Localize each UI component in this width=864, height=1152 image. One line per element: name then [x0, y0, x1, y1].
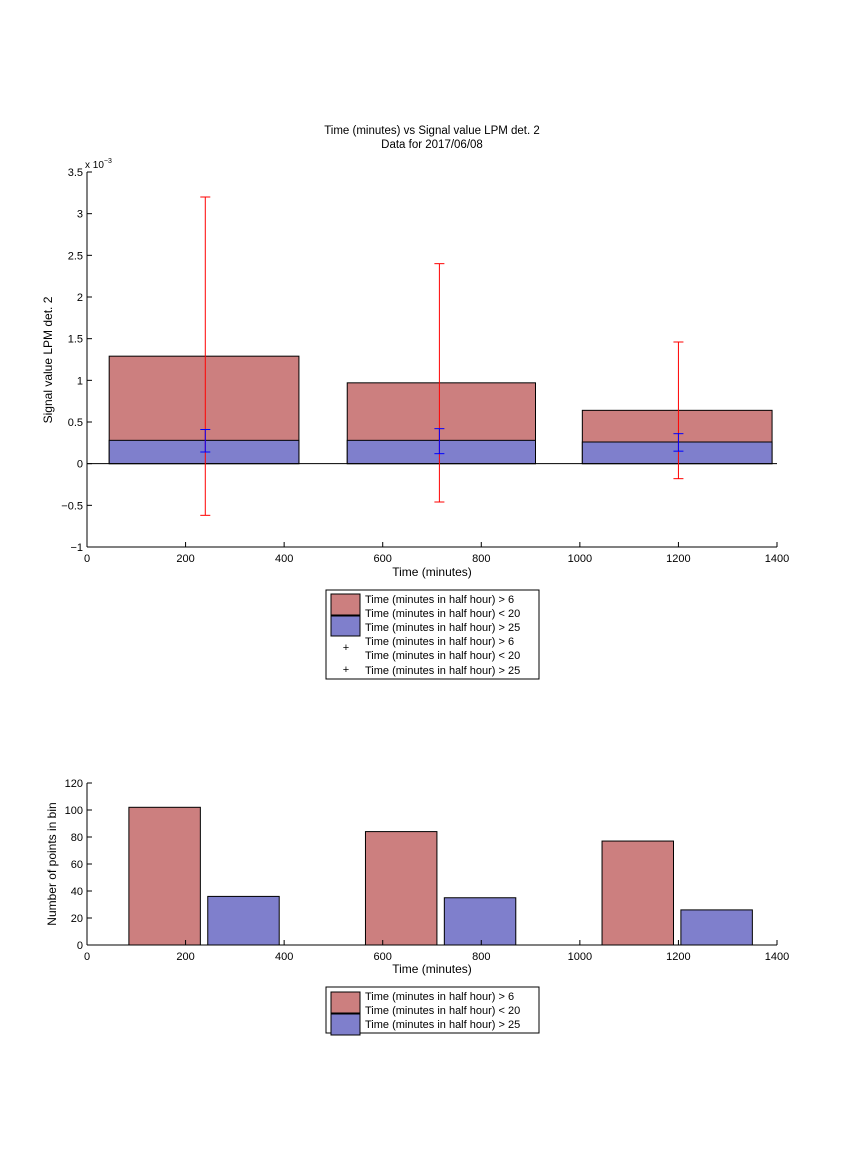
chart-1-x-tick-label: 1200 [666, 553, 690, 565]
chart-2-y-tick-label: 100 [65, 805, 83, 817]
chart-2-legend-patch-1-label-b: Time (minutes in half hour) < 20 [365, 1005, 520, 1017]
chart-1-legend-patch-1-label-b: Time (minutes in half hour) < 20 [365, 608, 520, 620]
chart-2-legend-patch-2-label: Time (minutes in half hour) > 25 [365, 1019, 520, 1031]
chart-2-y-tick-label: 40 [71, 886, 83, 898]
chart-1-exponent-power: −3 [104, 158, 112, 165]
chart-2-bar-series-2 [443, 897, 517, 946]
chart-1-legend-marker-1: + [343, 642, 349, 654]
chart-2-y-tick-label: 20 [71, 913, 83, 925]
chart-1-xlabel: Time (minutes) [392, 565, 472, 579]
chart-1-legend: Time (minutes in half hour) > 6 Time (mi… [325, 589, 540, 680]
chart-1-legend-patch-2-label: Time (minutes in half hour) > 25 [365, 622, 520, 634]
chart-1-axes [86, 172, 777, 548]
chart-1-x-tick-label: 0 [84, 553, 90, 565]
chart-1-x-tick-label: 200 [176, 553, 194, 565]
chart-2-bar-series-1 [601, 840, 674, 946]
chart-1-exponent: x 10−3 [85, 158, 112, 171]
chart-2-legend-patch-1 [330, 991, 361, 1014]
chart-2-bar-series-1 [364, 831, 438, 946]
chart-2-y-tick-label: 80 [71, 832, 83, 844]
chart-2-bar-series-2 [680, 909, 753, 946]
chart-1-legend-marker-2: + [343, 664, 349, 676]
chart-1-y-tick-label: 0 [77, 459, 83, 471]
chart-1-y-tick-label: 2.5 [68, 250, 83, 262]
chart-1-errorbars [200, 196, 684, 516]
chart-1-exponent-base: x 10 [85, 160, 104, 171]
chart-2-x-tick-label: 1200 [666, 951, 690, 963]
chart-1-errorbar-series-1 [200, 196, 211, 516]
chart-2-legend-box [325, 986, 540, 1034]
chart-2-x-tick-label: 600 [374, 951, 392, 963]
chart-2-x-tick-label: 1400 [765, 951, 789, 963]
chart-1-legend-patch-2 [330, 615, 361, 637]
chart-1-y-tick-label: −1 [70, 542, 83, 554]
chart-1-y-tick-label: 0.5 [68, 417, 83, 429]
chart-1-y-tick-label: 3.5 [68, 167, 83, 179]
chart-1-y-tick-label: 1.5 [68, 334, 83, 346]
chart-1-ylabel: Signal value LPM det. 2 [41, 296, 55, 423]
chart-2-legend: Time (minutes in half hour) > 6 Time (mi… [325, 986, 540, 1036]
chart-1-bar-series-2 [581, 441, 773, 465]
chart-1-bars [108, 355, 773, 465]
chart-2: 0 200 400 600 800 1000 1200 1400 0 20 40 60 80 100 12… [45, 778, 789, 1036]
chart-1-y-tick-label: 3 [77, 209, 83, 221]
chart-1-subtitle: Data for 2017/06/08 [381, 139, 483, 151]
chart-1-y-tick-label: 2 [77, 292, 83, 304]
chart-2-xlabel: Time (minutes) [392, 962, 472, 976]
chart-1-y-ticks: −1 −0.5 0 0.5 1 1.5 2 2.5 3 3.5 [61, 167, 92, 554]
chart-2-x-ticks: 0 200 400 600 800 1000 1200 1400 [84, 940, 789, 963]
chart-2-bar-series-1 [128, 806, 201, 946]
chart-1-errorbar-series-2 [200, 429, 211, 453]
chart-1-legend-marker-1-label-b: Time (minutes in half hour) < 20 [365, 650, 520, 662]
chart-1-x-ticks: 0 200 400 600 800 1000 1200 1400 [84, 542, 789, 565]
chart-1-legend-box [325, 589, 540, 680]
chart-2-x-tick-label: 0 [84, 951, 90, 963]
chart-1-x-tick-label: 800 [472, 553, 490, 565]
chart-2-y-tick-label: 120 [65, 778, 83, 790]
chart-2-y-tick-label: 0 [77, 940, 83, 952]
chart-2-legend-patch-1-label: Time (minutes in half hour) > 6 [365, 991, 514, 1003]
chart-2-legend-patch-2 [330, 1013, 361, 1036]
chart-1-x-tick-label: 1400 [765, 553, 789, 565]
chart-2-x-tick-label: 200 [176, 951, 194, 963]
chart-2-y-tick-label: 60 [71, 859, 83, 871]
chart-1-legend-patch-1-label: Time (minutes in half hour) > 6 [365, 594, 514, 606]
chart-1-errorbar-series-1 [673, 341, 684, 480]
chart-1-y-tick-label: 1 [77, 375, 83, 387]
chart-1-legend-marker-2-label: Time (minutes in half hour) > 25 [365, 665, 520, 677]
chart-2-x-tick-label: 1000 [568, 951, 592, 963]
chart-2-x-tick-label: 400 [275, 951, 293, 963]
chart-1-errorbar-series-2 [434, 428, 445, 455]
chart-2-y-ticks: 0 20 40 60 80 100 120 [65, 778, 92, 952]
chart-2-x-tick-label: 800 [472, 951, 490, 963]
chart-1-title: Time (minutes) vs Signal value LPM det. … [324, 125, 540, 137]
chart-1-errorbar-series-1 [434, 263, 445, 503]
chart-1-x-tick-label: 400 [275, 553, 293, 565]
chart-1-legend-marker-1-label: Time (minutes in half hour) > 6 [365, 636, 514, 648]
chart-2-bar-series-2 [207, 895, 280, 946]
chart-1-x-tick-label: 600 [374, 553, 392, 565]
chart-1-errorbar-series-2 [673, 433, 684, 452]
chart-1-y-tick-label: −0.5 [61, 500, 83, 512]
chart-1-bar-series-2 [346, 439, 536, 465]
chart-1-x-tick-label: 1000 [568, 553, 592, 565]
chart-2-ylabel: Number of points in bin [45, 802, 59, 925]
chart-1: Time (minutes) vs Signal value LPM det. … [41, 125, 789, 680]
chart-2-bars [128, 806, 753, 946]
chart-1-legend-patch-1 [330, 593, 361, 616]
